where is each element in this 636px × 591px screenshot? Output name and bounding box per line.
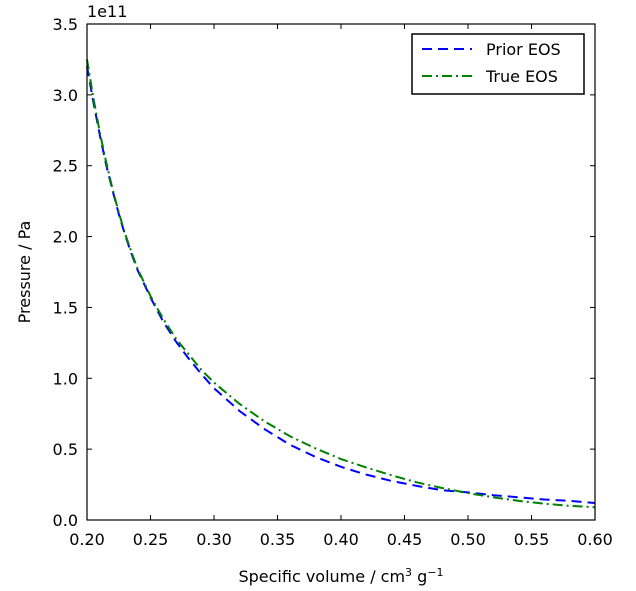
y-axis-label: Pressure / Pa	[15, 221, 34, 324]
legend-box	[411, 33, 585, 95]
x-tick-label: 0.40	[323, 530, 359, 549]
x-tick-label: 0.35	[260, 530, 296, 549]
x-axis-label: Specific volume / cm3 g−1	[238, 566, 443, 586]
legend-label-prior-eos: Prior EOS	[486, 40, 561, 59]
y-tick-label: 2.0	[53, 228, 78, 247]
y-tick-label: 3.0	[53, 86, 78, 105]
plot-background	[87, 24, 595, 520]
y-offset-label: 1e11	[87, 2, 127, 21]
x-tick-label: 0.50	[450, 530, 486, 549]
y-tick-label: 0.5	[53, 440, 78, 459]
x-tick-label: 0.20	[69, 530, 105, 549]
x-axis-label-mid: g	[412, 567, 427, 586]
legend: Prior EOS True EOS	[411, 33, 585, 95]
x-axis-label-sup1: 3	[405, 566, 412, 579]
legend-label-true-eos: True EOS	[485, 67, 558, 86]
y-tick-label: 1.5	[53, 298, 78, 317]
y-tick-label: 3.5	[53, 15, 78, 34]
x-tick-label: 0.45	[387, 530, 423, 549]
y-tick-label: 1.0	[53, 369, 78, 388]
x-axis-label-sup2: −1	[427, 566, 443, 579]
x-axis-ticks: 0.20 0.25 0.30 0.35 0.40 0.45 0.50 0.55 0.60	[69, 24, 613, 549]
series-line-prior-eos	[86, 66, 596, 504]
y-tick-label: 0.0	[53, 511, 78, 530]
x-tick-label: 0.30	[196, 530, 232, 549]
y-tick-label: 2.5	[53, 157, 78, 176]
x-axis-label-main: Specific volume / cm	[238, 567, 405, 586]
x-tick-label: 0.55	[514, 530, 550, 549]
series-layer	[86, 59, 596, 509]
y-axis-ticks: 0.0 0.5 1.0 1.5 2.0 2.5 3.0 3.5	[53, 15, 595, 530]
x-tick-label: 0.60	[577, 530, 613, 549]
x-tick-label: 0.25	[133, 530, 169, 549]
